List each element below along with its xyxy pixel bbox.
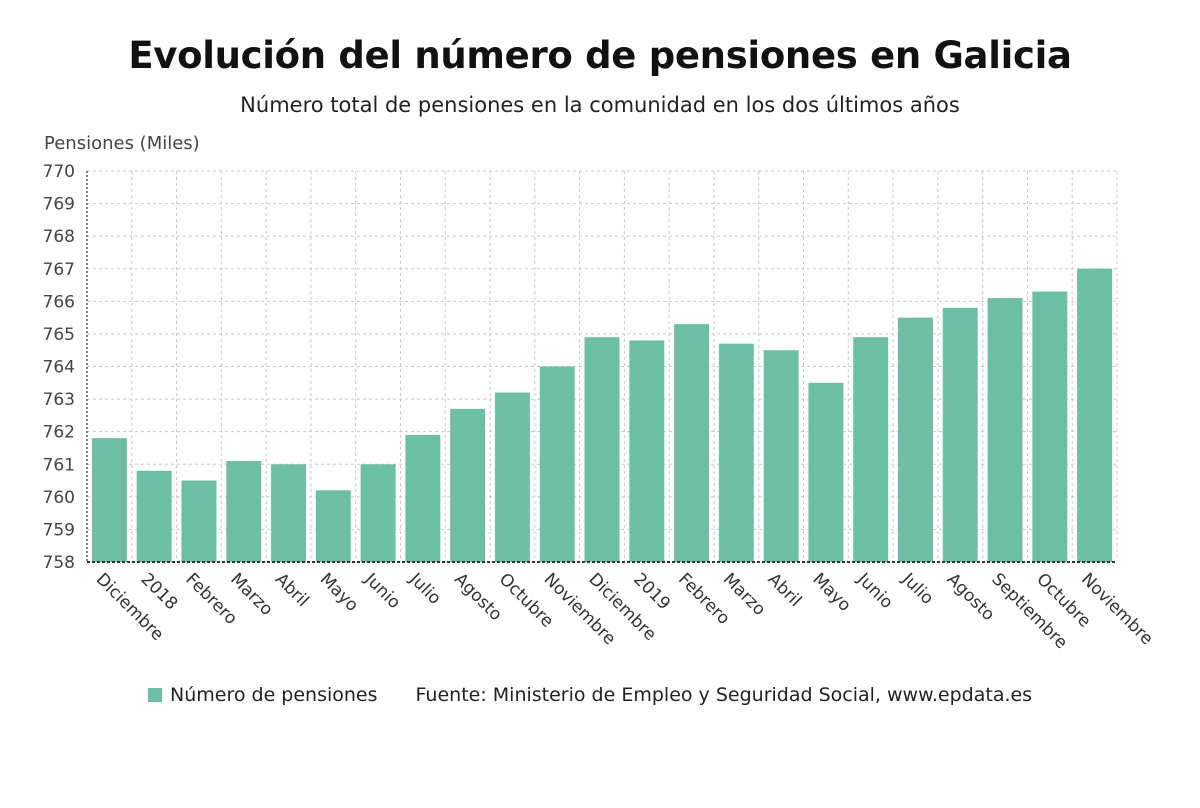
y-tick-label: 769 [43, 195, 75, 215]
y-axis-label: Pensiones (Miles) [44, 133, 200, 154]
legend-label: Número de pensiones [170, 684, 378, 706]
y-tick-label: 762 [43, 423, 75, 443]
bar [629, 340, 665, 562]
x-tick-label: Abril [271, 569, 313, 611]
chart-subtitle: Número total de pensiones en la comunida… [240, 93, 960, 117]
x-tick-label: Noviembre [1077, 569, 1157, 649]
bar [494, 392, 530, 562]
bar [898, 317, 933, 562]
axes [86, 171, 1117, 563]
bar [942, 307, 978, 562]
bar [226, 460, 262, 562]
y-tick-labels: 758 759 760 761 762 763 764 765 766 767 768 769 770 [43, 162, 75, 573]
chart-title: Evolución del número de pensiones en Gal… [128, 34, 1072, 77]
bar [91, 438, 127, 562]
y-tick-label: 767 [43, 260, 75, 280]
x-tick-label: Junio [852, 569, 896, 613]
bar [181, 480, 217, 562]
bar [136, 470, 172, 562]
bar [405, 434, 441, 562]
bar [271, 464, 306, 562]
y-tick-label: 765 [43, 325, 75, 345]
bar [808, 382, 844, 562]
y-tick-label: 760 [43, 488, 75, 508]
bar [718, 343, 754, 562]
bar [853, 337, 889, 562]
bar [1077, 268, 1113, 562]
y-tick-label: 770 [43, 162, 75, 182]
legend-swatch [148, 688, 162, 702]
y-tick-label: 768 [43, 227, 75, 247]
x-tick-label: Abril [764, 569, 806, 611]
x-tick-label: Agosto [450, 569, 506, 625]
x-tick-label: Mayo [808, 569, 854, 615]
y-tick-label: 761 [43, 455, 75, 475]
bar [450, 408, 486, 562]
bar [987, 298, 1023, 562]
bar [674, 324, 710, 562]
x-tick-label: Agosto [943, 569, 999, 625]
bar [539, 366, 575, 562]
x-tick-label: Mayo [316, 569, 362, 615]
legend: Número de pensiones Fuente: Ministerio d… [148, 684, 1032, 706]
y-tick-label: 759 [43, 520, 75, 540]
bar [360, 464, 396, 562]
y-tick-label: 766 [43, 292, 75, 312]
bar [1032, 291, 1068, 562]
y-tick-label: 758 [43, 553, 75, 573]
source-text: Fuente: Ministerio de Empleo y Seguridad… [415, 684, 1033, 706]
x-tick-label: Julio [405, 569, 445, 609]
bars [91, 268, 1113, 562]
x-tick-label: Julio [897, 569, 937, 609]
bar [584, 337, 620, 562]
y-tick-label: 763 [43, 390, 75, 410]
x-tick-label: Junio [360, 569, 404, 613]
bar-chart: 758759760761762763764765766767768769770 … [43, 162, 1157, 653]
bar [315, 490, 351, 562]
y-tick-label: 764 [43, 358, 75, 378]
bar [763, 350, 799, 562]
